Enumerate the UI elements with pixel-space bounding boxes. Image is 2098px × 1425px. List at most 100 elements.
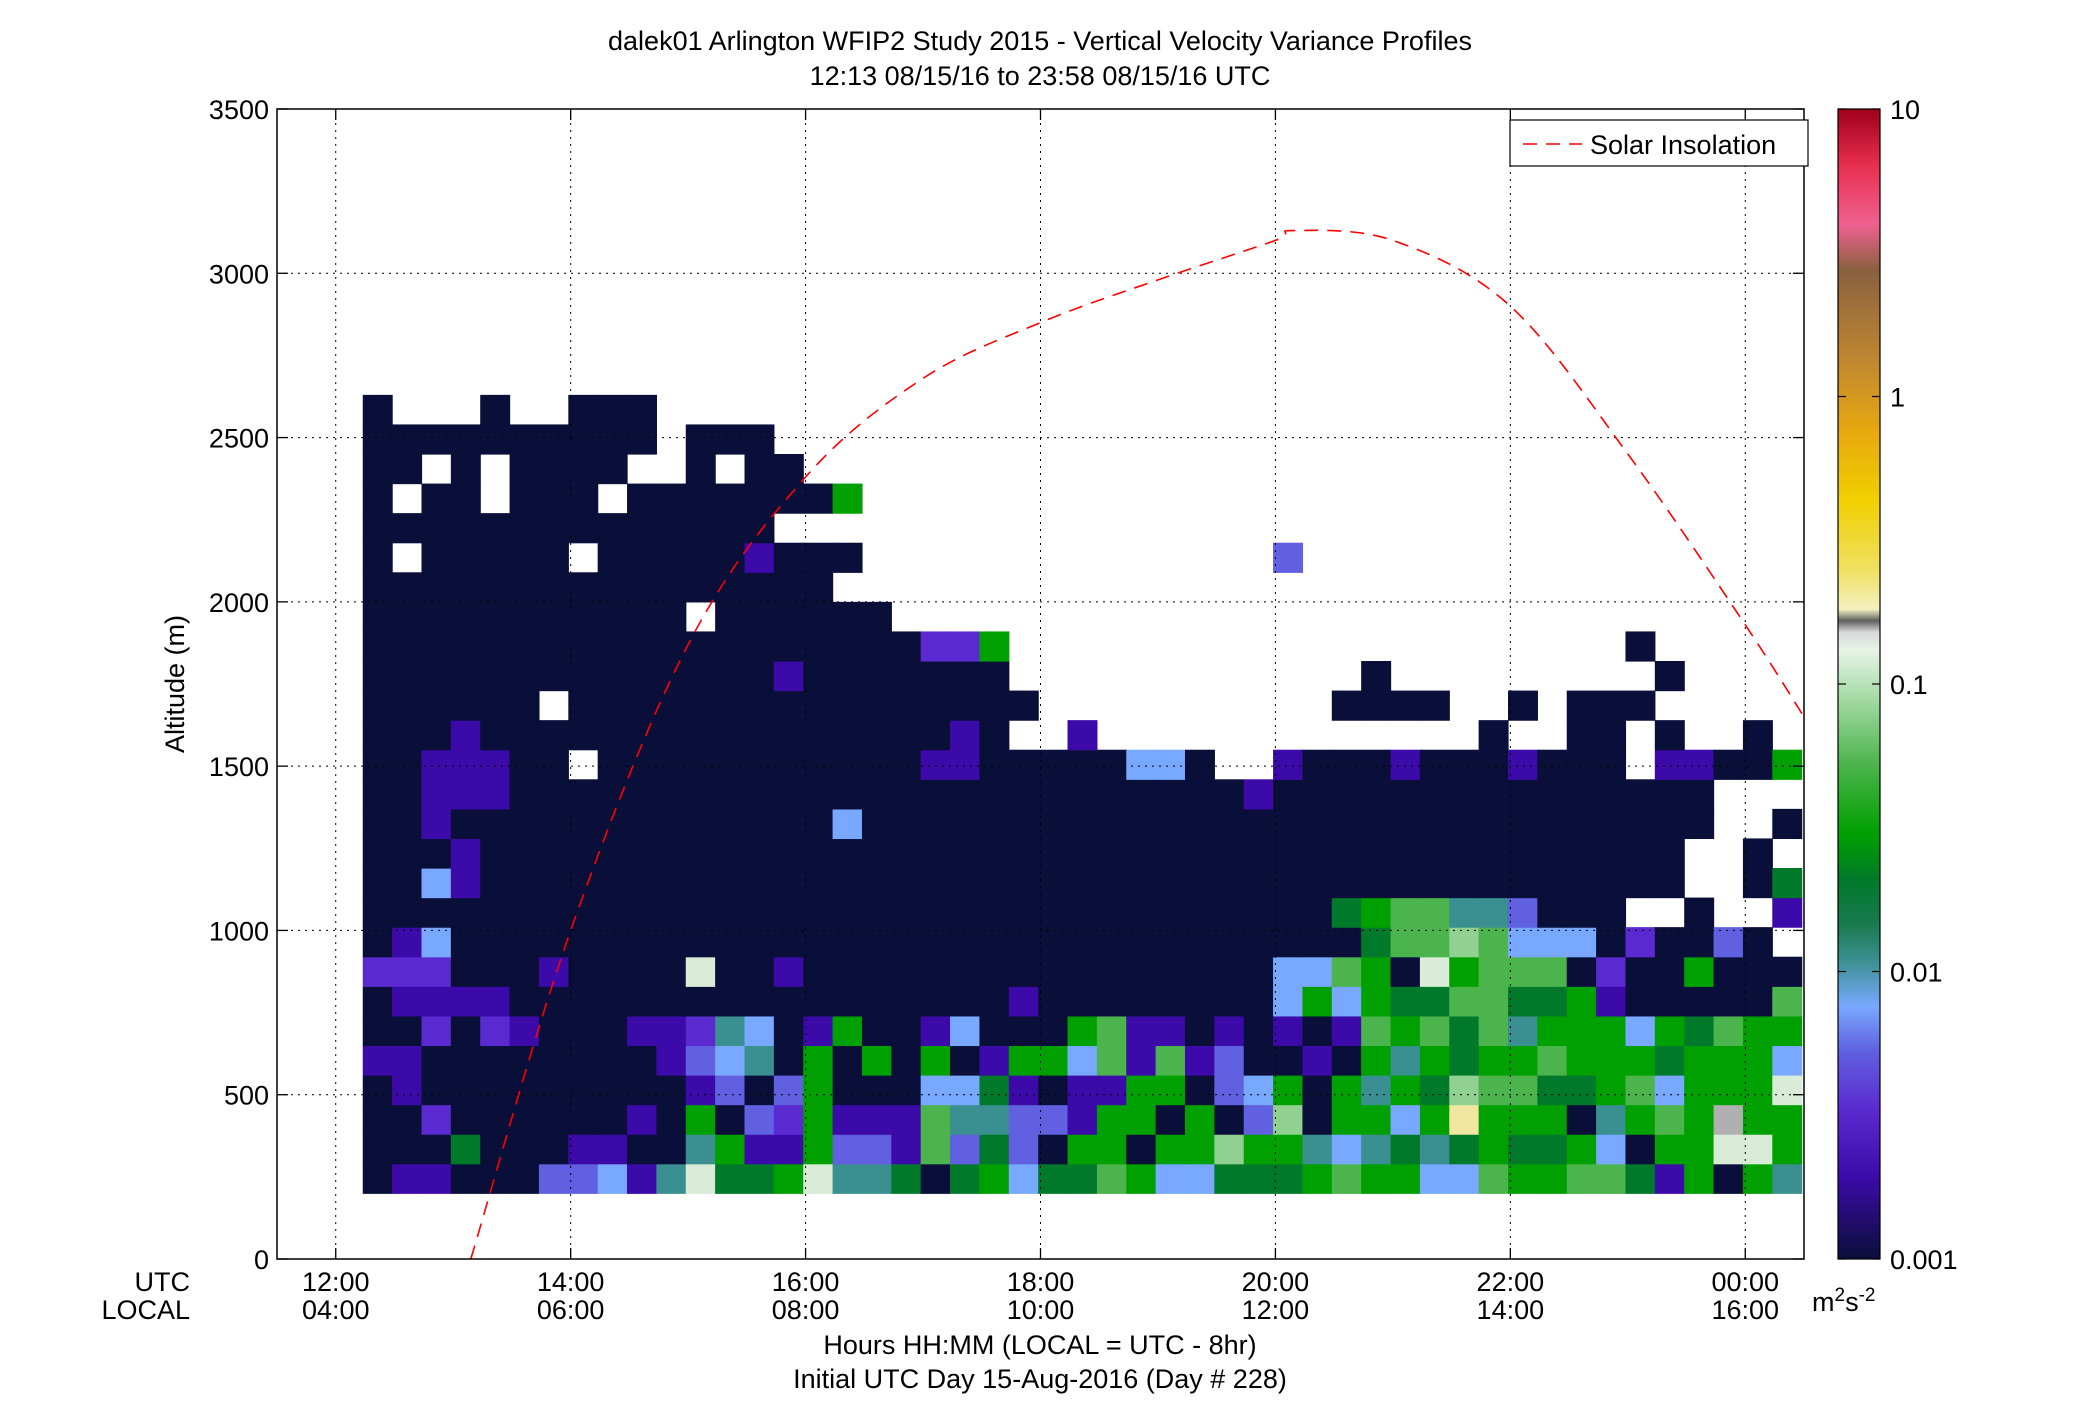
heatmap-cell (1126, 1015, 1157, 1047)
heatmap-cell (832, 690, 863, 721)
heatmap-cell (685, 631, 716, 662)
heatmap-cell (1331, 868, 1362, 899)
heatmap-cell (685, 749, 716, 780)
heatmap-cell (832, 838, 863, 869)
heatmap-cell (1361, 661, 1392, 692)
heatmap-cell (685, 690, 716, 721)
heatmap-cell (1419, 868, 1450, 899)
heatmap-cell (1302, 1163, 1333, 1194)
heatmap-cell (891, 838, 922, 869)
heatmap-cell (744, 956, 775, 987)
y-tick-label: 1000 (209, 916, 269, 946)
heatmap-cell (1331, 690, 1362, 721)
heatmap-cell (1331, 897, 1362, 928)
heatmap-cell (1361, 1015, 1392, 1047)
heatmap-cell (656, 868, 687, 899)
heatmap-cell (1537, 986, 1568, 1017)
heatmap-cell (362, 986, 393, 1017)
heatmap-cell (1478, 1015, 1509, 1047)
heatmap-cell (861, 1045, 892, 1076)
heatmap-cell (1625, 986, 1656, 1017)
heatmap-cell (597, 661, 628, 692)
heatmap-cell (1155, 1163, 1186, 1194)
heatmap-cell (1772, 897, 1803, 928)
heatmap-cell (1331, 1075, 1362, 1106)
heatmap-cell (1331, 1134, 1362, 1165)
heatmap-cell (362, 424, 393, 455)
heatmap-cell (1654, 1075, 1685, 1106)
heatmap-cell (803, 956, 834, 987)
heatmap-cell (1390, 1134, 1421, 1165)
heatmap-cell (509, 1045, 540, 1076)
heatmap-cell (1096, 986, 1127, 1017)
heatmap-cell (1302, 986, 1333, 1017)
heatmap-cell (744, 1075, 775, 1106)
heatmap-cell (597, 956, 628, 987)
heatmap-cell (1038, 838, 1069, 869)
colorbar-units: m2s-2 (1812, 1285, 1875, 1317)
heatmap-cell (656, 897, 687, 928)
heatmap-cell (538, 601, 569, 633)
heatmap-cell (920, 956, 951, 987)
heatmap-cell (362, 720, 393, 751)
heatmap-cell (950, 1104, 981, 1135)
heatmap-cell (832, 927, 863, 958)
heatmap-cell (597, 394, 628, 426)
heatmap-cell (744, 1015, 775, 1047)
heatmap-cell (1390, 779, 1421, 810)
heatmap-cell (597, 868, 628, 899)
heatmap-cell (392, 838, 423, 869)
heatmap-cell (1243, 1075, 1274, 1106)
heatmap-cell (1126, 868, 1157, 899)
heatmap-cell (979, 1045, 1010, 1076)
heatmap-cell (1654, 661, 1685, 692)
heatmap-cell (480, 661, 511, 692)
heatmap-cell (1566, 897, 1597, 928)
heatmap-cell (1537, 779, 1568, 810)
heatmap-cell (1243, 868, 1274, 899)
heatmap-cell (362, 513, 393, 544)
heatmap-cell (362, 542, 393, 573)
heatmap-cell (597, 1075, 628, 1106)
heatmap-cell (1596, 927, 1627, 958)
heatmap-cell (421, 690, 452, 721)
heatmap-cell (832, 542, 863, 573)
heatmap-cell (1273, 749, 1304, 780)
heatmap-cell (1742, 1075, 1773, 1106)
heatmap-cell (1654, 956, 1685, 987)
x-tick-label-utc: 22:00 (1477, 1267, 1545, 1297)
heatmap-cell (1126, 927, 1157, 958)
heatmap-cell (773, 601, 804, 633)
heatmap-cell (773, 749, 804, 780)
colorbar-tick-label: 1 (1890, 383, 1905, 413)
heatmap-cell (920, 868, 951, 899)
heatmap-cell (362, 601, 393, 633)
heatmap-cell (1537, 897, 1568, 928)
x-tick-label-local: 10:00 (1007, 1295, 1075, 1325)
heatmap-cell (538, 868, 569, 899)
heatmap-cell (627, 927, 658, 958)
heatmap-cell (538, 1104, 569, 1135)
heatmap-cell (1566, 1045, 1597, 1076)
heatmap-cell (392, 454, 423, 485)
heatmap-cell (950, 956, 981, 987)
heatmap-cell (950, 1045, 981, 1076)
heatmap-cell (1214, 1134, 1245, 1165)
heatmap-cell (920, 897, 951, 928)
heatmap-cell (1478, 927, 1509, 958)
heatmap-cell (480, 749, 511, 780)
heatmap-cell (538, 927, 569, 958)
heatmap-cell (1419, 956, 1450, 987)
heatmap-cell (1273, 927, 1304, 958)
heatmap-cell (480, 720, 511, 751)
heatmap-cell (1537, 749, 1568, 780)
heatmap-cell (1537, 838, 1568, 869)
heatmap-cell (920, 1163, 951, 1194)
heatmap-cell (480, 424, 511, 455)
heatmap-cell (450, 720, 481, 751)
heatmap-cell (1566, 1163, 1597, 1194)
heatmap-cell (803, 779, 834, 810)
y-axis-ticks: 0 500 1000 1500 2000 2500 3000 3500 (209, 95, 1804, 1275)
heatmap-cell (979, 690, 1010, 721)
heatmap-cell (1537, 927, 1568, 958)
